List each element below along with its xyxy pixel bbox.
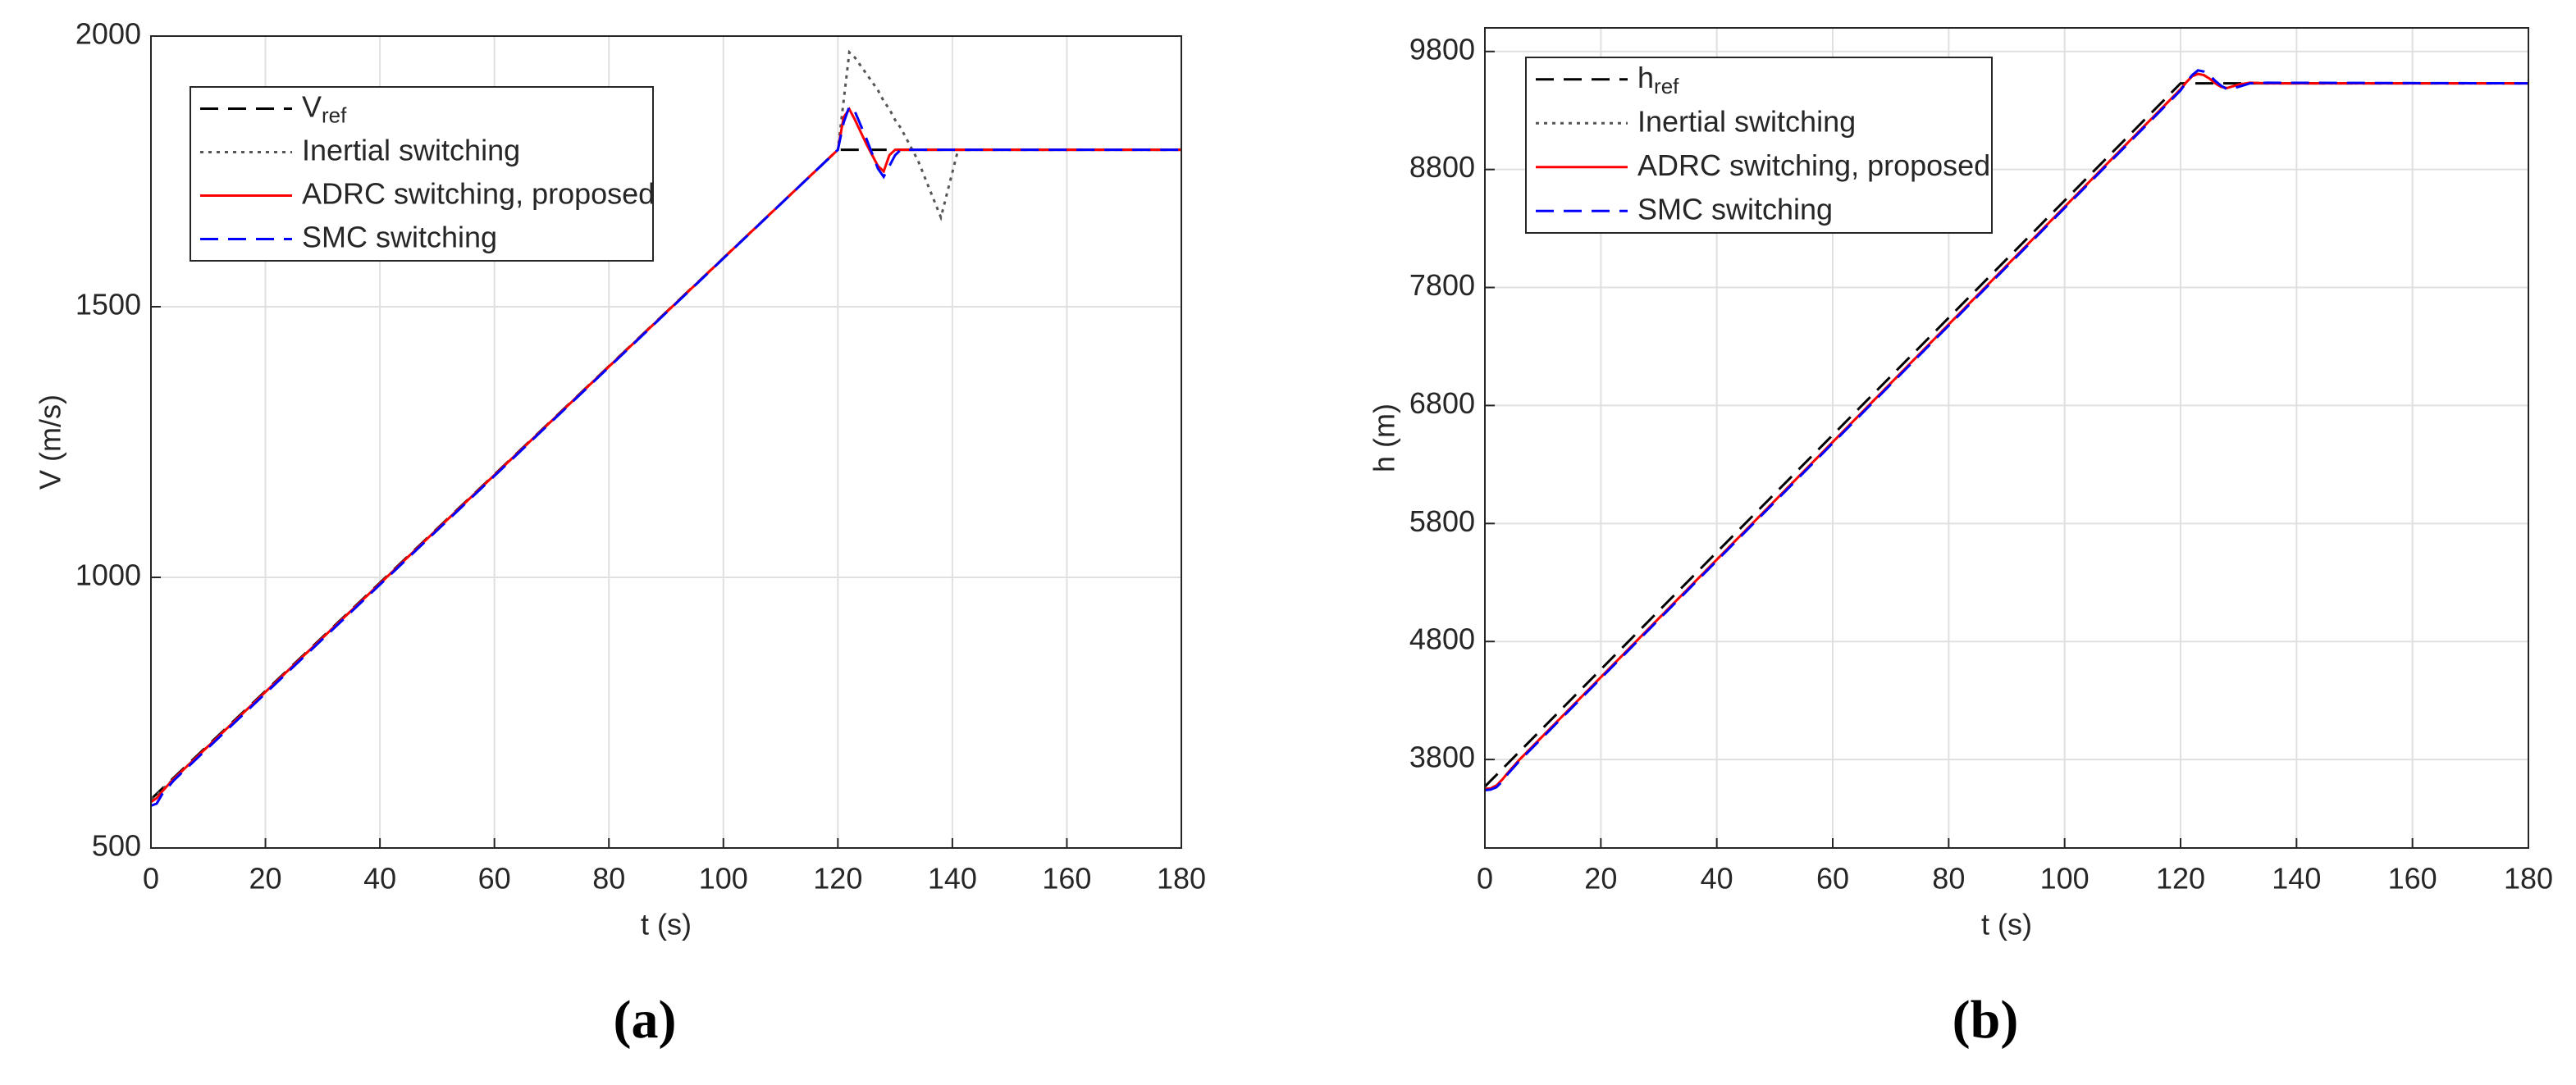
series-line xyxy=(151,49,1181,800)
x-tick-label: 100 xyxy=(2040,862,2090,896)
legend-label: href xyxy=(1637,60,1679,98)
legend-subscript: ref xyxy=(1654,74,1679,98)
y-axis-label: V (m/s) xyxy=(34,394,67,490)
y-tick-label: 1000 xyxy=(75,558,141,592)
series-line xyxy=(1485,69,2528,791)
axes-frame xyxy=(150,35,1182,849)
x-tick-label: 80 xyxy=(1932,862,1965,896)
x-tick-label: 60 xyxy=(478,862,511,896)
legend-label: ADRC switching, proposed xyxy=(302,176,655,210)
chart: 0 20 40 60 80 100 120 140 160 180 500 1000 1500 2000 t… xyxy=(34,17,1207,1051)
y-tick-label: 2000 xyxy=(75,17,141,51)
legend-label: Inertial switching xyxy=(302,133,520,166)
series-line xyxy=(1485,72,2528,791)
legend-name: ADRC switching, proposed xyxy=(1637,148,1990,181)
legend-label: SMC switching xyxy=(302,220,497,253)
y-tick-label: 500 xyxy=(92,829,141,863)
legend-name: h xyxy=(1637,60,1654,93)
caption: (b) xyxy=(1953,990,2019,1050)
x-tick-label: 20 xyxy=(249,862,282,896)
chart: 0 20 40 60 80 100 120 140 160 180 3800 4800 5800 6800… xyxy=(1368,27,2553,1050)
x-tick-label: 140 xyxy=(2272,862,2321,896)
y-tick-label: 3800 xyxy=(1409,741,1475,774)
legend-name: Inertial switching xyxy=(1637,104,1856,138)
x-tick-label: 180 xyxy=(2504,862,2553,896)
x-tick-label: 40 xyxy=(1701,862,1733,896)
x-tick-label: 0 xyxy=(143,862,159,896)
axes-frame xyxy=(1484,27,2529,849)
legend-subscript: ref xyxy=(322,103,347,127)
legend-name: SMC switching xyxy=(302,220,497,253)
series-line xyxy=(151,104,1181,807)
x-tick-label: 160 xyxy=(2388,862,2437,896)
y-tick-label: 7800 xyxy=(1409,268,1475,302)
x-tick-label: 100 xyxy=(699,862,748,896)
legend-label: Inertial switching xyxy=(1637,104,1856,138)
x-tick-label: 160 xyxy=(1042,862,1091,896)
caption: (a) xyxy=(614,990,677,1050)
y-axis-label: h (m) xyxy=(1368,403,1401,472)
legend-name: V xyxy=(302,89,322,123)
x-tick-label: 140 xyxy=(928,862,977,896)
x-axis-label: t (s) xyxy=(641,908,692,941)
legend-name: Inertial switching xyxy=(302,133,520,166)
x-tick-label: 40 xyxy=(363,862,396,896)
y-tick-label: 1500 xyxy=(75,288,141,321)
legend-label: ADRC switching, proposed xyxy=(1637,148,1990,181)
x-axis-label: t (s) xyxy=(1981,908,2032,941)
x-tick-label: 120 xyxy=(2156,862,2205,896)
x-tick-label: 120 xyxy=(813,862,862,896)
y-tick-label: 8800 xyxy=(1409,150,1475,184)
legend-name: ADRC switching, proposed xyxy=(302,176,655,210)
x-tick-label: 60 xyxy=(1816,862,1849,896)
y-tick-label: 4800 xyxy=(1409,622,1475,656)
legend-name: SMC switching xyxy=(1637,192,1833,226)
y-tick-label: 9800 xyxy=(1409,32,1475,66)
legend-box xyxy=(190,86,654,262)
x-tick-label: 180 xyxy=(1157,862,1206,896)
legend-box xyxy=(1525,57,1993,234)
legend-label: SMC switching xyxy=(1637,192,1833,226)
y-tick-label: 6800 xyxy=(1409,386,1475,420)
x-tick-label: 0 xyxy=(1477,862,1493,896)
legend-label: Vref xyxy=(302,89,347,127)
x-tick-label: 80 xyxy=(592,862,625,896)
y-tick-label: 5800 xyxy=(1409,504,1475,538)
x-tick-label: 20 xyxy=(1584,862,1617,896)
